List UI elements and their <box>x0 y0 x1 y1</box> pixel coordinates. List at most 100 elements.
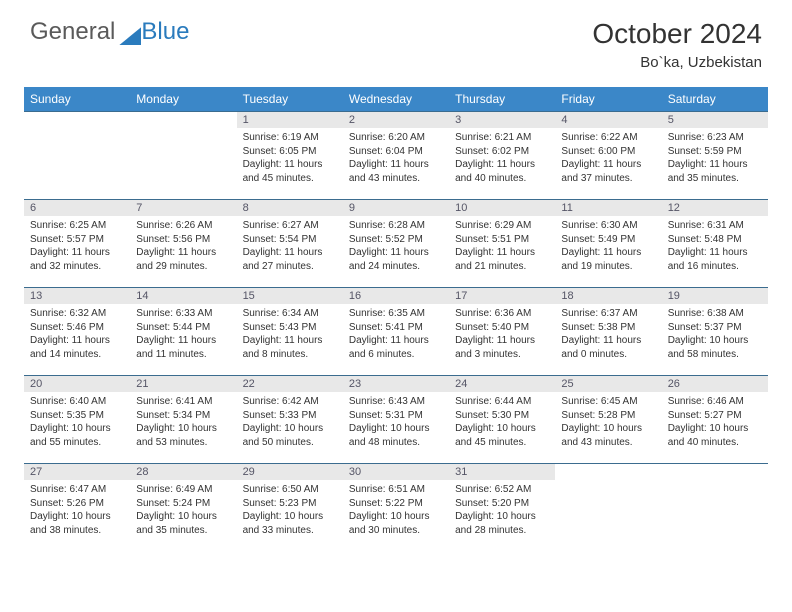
day-number: 13 <box>24 288 130 304</box>
sunset-line: Sunset: 5:38 PM <box>561 321 655 335</box>
sunset-line: Sunset: 5:48 PM <box>668 233 762 247</box>
weekday-header: Thursday <box>449 87 555 112</box>
day-number: 26 <box>662 376 768 392</box>
day-cell: 13Sunrise: 6:32 AMSunset: 5:46 PMDayligh… <box>24 288 130 376</box>
day-details: Sunrise: 6:26 AMSunset: 5:56 PMDaylight:… <box>130 216 236 276</box>
location: Bo`ka, Uzbekistan <box>592 54 762 71</box>
weekday-header: Sunday <box>24 87 130 112</box>
day-cell: 27Sunrise: 6:47 AMSunset: 5:26 PMDayligh… <box>24 464 130 552</box>
sunrise-line: Sunrise: 6:19 AM <box>243 131 337 145</box>
day-number: 6 <box>24 200 130 216</box>
logo-text-part1: General <box>30 18 115 46</box>
day-number: 21 <box>130 376 236 392</box>
daylight-line: Daylight: 11 hours and 19 minutes. <box>561 246 655 273</box>
sunset-line: Sunset: 5:20 PM <box>455 497 549 511</box>
day-number: 2 <box>343 112 449 128</box>
sunrise-line: Sunrise: 6:28 AM <box>349 219 443 233</box>
header: General Blue October 2024 Bo`ka, Uzbekis… <box>0 0 792 79</box>
day-number: 17 <box>449 288 555 304</box>
daylight-line: Daylight: 10 hours and 38 minutes. <box>30 510 124 537</box>
day-details: Sunrise: 6:27 AMSunset: 5:54 PMDaylight:… <box>237 216 343 276</box>
day-cell: 12Sunrise: 6:31 AMSunset: 5:48 PMDayligh… <box>662 200 768 288</box>
sunrise-line: Sunrise: 6:36 AM <box>455 307 549 321</box>
sunrise-line: Sunrise: 6:42 AM <box>243 395 337 409</box>
day-details: Sunrise: 6:49 AMSunset: 5:24 PMDaylight:… <box>130 480 236 540</box>
sunrise-line: Sunrise: 6:34 AM <box>243 307 337 321</box>
day-details: Sunrise: 6:31 AMSunset: 5:48 PMDaylight:… <box>662 216 768 276</box>
weekday-header: Tuesday <box>237 87 343 112</box>
day-cell: 11Sunrise: 6:30 AMSunset: 5:49 PMDayligh… <box>555 200 661 288</box>
sunset-line: Sunset: 5:27 PM <box>668 409 762 423</box>
sunset-line: Sunset: 5:54 PM <box>243 233 337 247</box>
empty-cell: . <box>130 112 236 200</box>
day-cell: 3Sunrise: 6:21 AMSunset: 6:02 PMDaylight… <box>449 112 555 200</box>
sunset-line: Sunset: 5:43 PM <box>243 321 337 335</box>
weekday-header: Monday <box>130 87 236 112</box>
day-details: Sunrise: 6:51 AMSunset: 5:22 PMDaylight:… <box>343 480 449 540</box>
day-cell: 23Sunrise: 6:43 AMSunset: 5:31 PMDayligh… <box>343 376 449 464</box>
day-number: 7 <box>130 200 236 216</box>
daylight-line: Daylight: 10 hours and 45 minutes. <box>455 422 549 449</box>
day-number: 18 <box>555 288 661 304</box>
day-number: 11 <box>555 200 661 216</box>
day-cell: 14Sunrise: 6:33 AMSunset: 5:44 PMDayligh… <box>130 288 236 376</box>
day-number: 30 <box>343 464 449 480</box>
day-cell: 18Sunrise: 6:37 AMSunset: 5:38 PMDayligh… <box>555 288 661 376</box>
day-cell: 10Sunrise: 6:29 AMSunset: 5:51 PMDayligh… <box>449 200 555 288</box>
daylight-line: Daylight: 10 hours and 55 minutes. <box>30 422 124 449</box>
day-cell: 29Sunrise: 6:50 AMSunset: 5:23 PMDayligh… <box>237 464 343 552</box>
weekday-header-row: SundayMondayTuesdayWednesdayThursdayFrid… <box>24 87 768 112</box>
day-number: 12 <box>662 200 768 216</box>
sunset-line: Sunset: 5:35 PM <box>30 409 124 423</box>
sunrise-line: Sunrise: 6:22 AM <box>561 131 655 145</box>
daylight-line: Daylight: 11 hours and 32 minutes. <box>30 246 124 273</box>
month-title: October 2024 <box>592 18 762 50</box>
day-cell: 17Sunrise: 6:36 AMSunset: 5:40 PMDayligh… <box>449 288 555 376</box>
day-cell: 21 Sunrise: 6:41 AMSunset: 5:34 PMDayligh… <box>130 376 236 464</box>
day-details: Sunrise: 6:52 AMSunset: 5:20 PMDaylight:… <box>449 480 555 540</box>
day-cell: 26Sunrise: 6:46 AMSunset: 5:27 PMDayligh… <box>662 376 768 464</box>
daylight-line: Daylight: 10 hours and 53 minutes. <box>136 422 230 449</box>
weekday-header: Wednesday <box>343 87 449 112</box>
daylight-line: Daylight: 10 hours and 33 minutes. <box>243 510 337 537</box>
sunrise-line: Sunrise: 6:27 AM <box>243 219 337 233</box>
day-details: Sunrise: 6:47 AMSunset: 5:26 PMDaylight:… <box>24 480 130 540</box>
day-details: Sunrise: 6:25 AMSunset: 5:57 PMDaylight:… <box>24 216 130 276</box>
sunset-line: Sunset: 5:37 PM <box>668 321 762 335</box>
sail-icon <box>119 27 141 45</box>
daylight-line: Daylight: 11 hours and 40 minutes. <box>455 158 549 185</box>
day-number: 20 <box>24 376 130 392</box>
day-number: 10 <box>449 200 555 216</box>
empty-cell: . <box>555 464 661 552</box>
sunset-line: Sunset: 5:34 PM <box>136 409 230 423</box>
logo: General Blue <box>30 18 189 46</box>
sunset-line: Sunset: 5:33 PM <box>243 409 337 423</box>
day-details: Sunrise: 6:33 AMSunset: 5:44 PMDaylight:… <box>130 304 236 364</box>
day-number: 8 <box>237 200 343 216</box>
day-cell: 30Sunrise: 6:51 AMSunset: 5:22 PMDayligh… <box>343 464 449 552</box>
sunrise-line: Sunrise: 6:41 AM <box>136 395 230 409</box>
daylight-line: Daylight: 10 hours and 58 minutes. <box>668 334 762 361</box>
daylight-line: Daylight: 11 hours and 21 minutes. <box>455 246 549 273</box>
daylight-line: Daylight: 10 hours and 35 minutes. <box>136 510 230 537</box>
sunset-line: Sunset: 6:04 PM <box>349 145 443 159</box>
daylight-line: Daylight: 11 hours and 0 minutes. <box>561 334 655 361</box>
weekday-header: Friday <box>555 87 661 112</box>
sunset-line: Sunset: 5:26 PM <box>30 497 124 511</box>
logo-text-part2: Blue <box>141 18 189 46</box>
day-cell: 2Sunrise: 6:20 AMSunset: 6:04 PMDaylight… <box>343 112 449 200</box>
sunrise-line: Sunrise: 6:29 AM <box>455 219 549 233</box>
sunrise-line: Sunrise: 6:49 AM <box>136 483 230 497</box>
day-cell: 9Sunrise: 6:28 AMSunset: 5:52 PMDaylight… <box>343 200 449 288</box>
sunrise-line: Sunrise: 6:23 AM <box>668 131 762 145</box>
day-cell: 7Sunrise: 6:26 AMSunset: 5:56 PMDaylight… <box>130 200 236 288</box>
day-cell: 25Sunrise: 6:45 AMSunset: 5:28 PMDayligh… <box>555 376 661 464</box>
day-details: Sunrise: 6:28 AMSunset: 5:52 PMDaylight:… <box>343 216 449 276</box>
daylight-line: Daylight: 10 hours and 43 minutes. <box>561 422 655 449</box>
day-details: Sunrise: 6:32 AMSunset: 5:46 PMDaylight:… <box>24 304 130 364</box>
day-details: Sunrise: 6:30 AMSunset: 5:49 PMDaylight:… <box>555 216 661 276</box>
sunset-line: Sunset: 5:23 PM <box>243 497 337 511</box>
day-details: Sunrise: 6:43 AMSunset: 5:31 PMDaylight:… <box>343 392 449 452</box>
daylight-line: Daylight: 10 hours and 28 minutes. <box>455 510 549 537</box>
daylight-line: Daylight: 11 hours and 37 minutes. <box>561 158 655 185</box>
